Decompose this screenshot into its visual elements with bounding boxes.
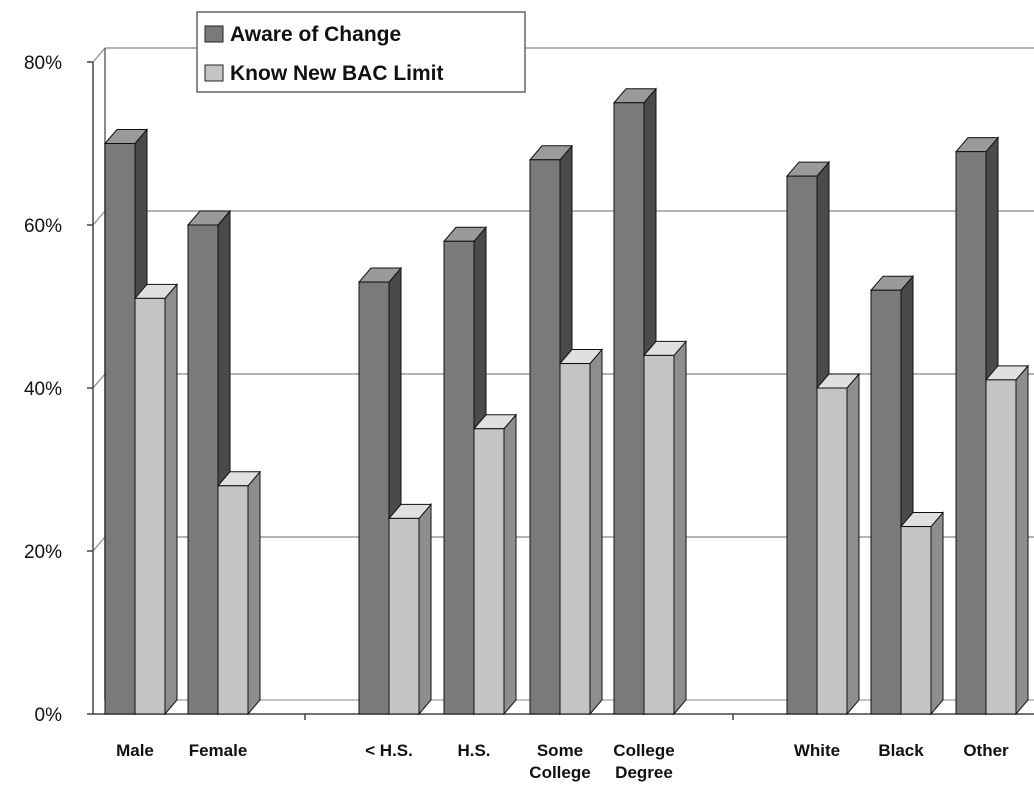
legend-swatch-aware [204, 25, 224, 43]
bar-front [104, 143, 136, 715]
x-category-label: White [794, 741, 840, 760]
bar-front [559, 363, 591, 715]
bar-know-new-bac-limit [216, 470, 262, 716]
bar-front [388, 517, 420, 715]
x-category-label: < H.S. [365, 741, 413, 760]
legend-swatch-know [204, 64, 224, 82]
legend-label-aware: Aware of Change [230, 23, 401, 46]
bars [103, 87, 1030, 716]
bar-side [247, 470, 261, 716]
x-category-label: H.S. [457, 741, 490, 760]
bar-side [930, 511, 944, 716]
bar-front [786, 175, 818, 715]
gridline-depth [92, 373, 106, 389]
bar-front [529, 159, 561, 715]
bar-side [503, 413, 517, 716]
bar-know-new-bac-limit [815, 372, 861, 716]
y-tick-label: 40% [24, 379, 62, 400]
bar-front [955, 151, 987, 715]
bar-side [846, 372, 860, 716]
gridline-depth [92, 47, 106, 63]
bar-front [816, 387, 848, 715]
bar-side [673, 340, 687, 716]
legend: Aware of Change Know New BAC Limit [196, 11, 526, 93]
x-category-label: Female [189, 741, 248, 760]
bar-front [358, 281, 390, 715]
legend-label-know: Know New BAC Limit [230, 62, 444, 85]
bar-side [589, 348, 603, 716]
bar-front [217, 485, 249, 715]
bar-aware-of-change [954, 136, 1000, 716]
bar-know-new-bac-limit [133, 282, 179, 716]
bar-front [443, 240, 475, 715]
x-category-label: Male [116, 741, 154, 760]
gridline-depth [92, 210, 106, 226]
x-category-label: Black [878, 741, 924, 760]
bar-front [870, 289, 902, 715]
x-category-label: Other [963, 741, 1009, 760]
category-labels: Male Female < H.S. H.S. Some College College De… [116, 741, 1009, 782]
legend-box [196, 11, 526, 93]
y-tick-label: 0% [35, 705, 63, 726]
y-tick-label: 20% [24, 542, 62, 563]
bar-front [613, 102, 645, 715]
y-tick-label: 80% [24, 53, 62, 74]
bar-front [643, 354, 675, 715]
bar-front [134, 297, 166, 715]
bar-know-new-bac-limit [984, 364, 1030, 716]
bar-side [164, 282, 178, 716]
bar-know-new-bac-limit [642, 340, 688, 716]
bar-front [473, 428, 505, 715]
bar-front [900, 526, 932, 715]
x-category-label: College [613, 741, 674, 760]
bar-know-new-bac-limit [472, 413, 518, 716]
bar-front [187, 224, 219, 715]
x-category-label: College [529, 763, 590, 782]
bar-side [418, 503, 432, 716]
bar-know-new-bac-limit [558, 348, 604, 716]
x-category-label: Some [537, 741, 583, 760]
gridline-depth [92, 536, 106, 552]
y-tick-label: 60% [24, 216, 62, 237]
bar-know-new-bac-limit [899, 511, 945, 716]
x-category-label: Degree [615, 763, 673, 782]
bar-side [1015, 364, 1029, 716]
bar-front [985, 379, 1017, 715]
bar-know-new-bac-limit [387, 503, 433, 716]
